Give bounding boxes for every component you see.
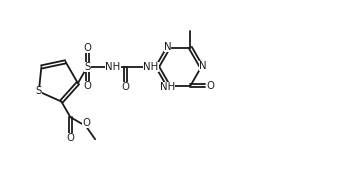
Text: NH: NH	[105, 62, 120, 72]
Text: NH: NH	[143, 62, 159, 72]
Text: NH: NH	[160, 82, 175, 92]
Text: S: S	[36, 87, 42, 96]
Text: N: N	[164, 42, 171, 52]
Text: O: O	[66, 133, 74, 143]
Text: O: O	[206, 81, 215, 91]
Text: O: O	[121, 82, 129, 92]
Text: S: S	[84, 62, 91, 72]
Text: N: N	[199, 61, 206, 71]
Text: O: O	[82, 118, 91, 128]
Text: O: O	[84, 43, 91, 53]
Text: O: O	[84, 81, 91, 91]
